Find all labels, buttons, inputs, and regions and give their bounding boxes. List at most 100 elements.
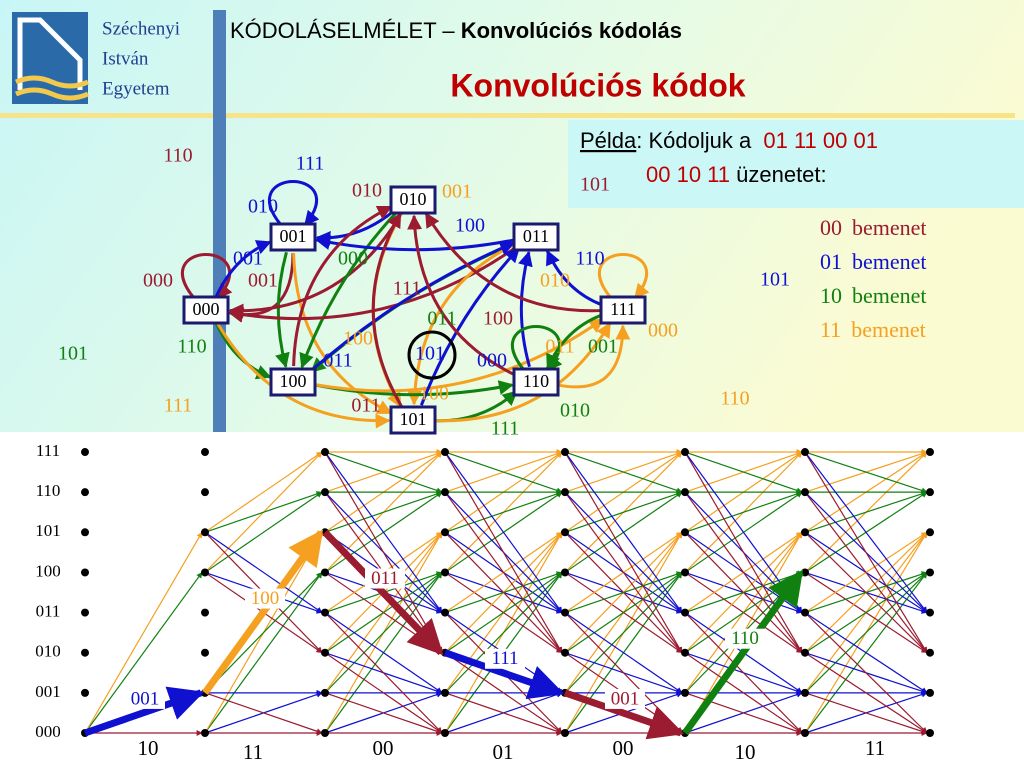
trellis-edge [684, 491, 803, 533]
edge-label: 010 [352, 180, 382, 202]
trellis-edge [804, 451, 928, 494]
trellis-edge [804, 491, 928, 654]
trellis-node [441, 608, 449, 617]
example-label: Példa [580, 128, 637, 153]
trellis-node [321, 648, 329, 657]
message: 00 10 11 [646, 162, 730, 187]
trellis-node [801, 448, 809, 457]
trellis-edge [444, 491, 563, 654]
edge-label: 001 [233, 248, 263, 270]
trellis-edge [684, 652, 803, 734]
trellis-node [801, 528, 809, 537]
trellis-node [801, 608, 809, 617]
trellis-node [561, 608, 569, 617]
edge-label: 101 [580, 174, 610, 196]
trellis-state: 000 [35, 722, 61, 741]
legend-text: bemenet [852, 215, 927, 240]
trellis-edge [804, 692, 928, 735]
trellis-edge [324, 652, 443, 734]
edge-label: 011 [323, 350, 352, 372]
trellis-node [926, 608, 934, 617]
trellis-edge [444, 451, 563, 494]
trellis-edge [204, 491, 323, 573]
edge-label: 110 [177, 336, 206, 358]
legend-code: 11 [820, 317, 841, 342]
transition [407, 214, 517, 377]
trellis-edge [564, 451, 683, 494]
example-suffix: üzenetet: [730, 162, 827, 187]
trellis-input: 00 [613, 736, 634, 760]
trellis-node [681, 608, 689, 617]
trellis-edge [804, 571, 928, 614]
trellis-node [441, 488, 449, 497]
legend-code: 10 [820, 283, 842, 308]
trellis-node [561, 568, 569, 577]
trellis-edge [804, 451, 928, 654]
background [0, 0, 1024, 432]
trellis-node [561, 729, 569, 737]
edge-label: 001 [442, 181, 472, 203]
path-edge [83, 686, 205, 737]
path-edge [202, 529, 324, 695]
legend-code: 00 [820, 215, 842, 240]
trellis-state: 110 [36, 481, 61, 500]
edge-label: 101 [58, 343, 88, 365]
highlight-circle [407, 330, 457, 380]
state-label: 001 [280, 226, 307, 246]
edge-label: 100 [483, 308, 513, 330]
transition [180, 253, 233, 300]
legend-text: bemenet [851, 317, 926, 342]
trellis-edge [324, 451, 443, 494]
trellis-edge [324, 692, 443, 735]
trellis-node [561, 528, 569, 537]
path-edge [563, 689, 685, 740]
trellis-node [201, 648, 209, 657]
trellis-node [681, 528, 689, 537]
trellis-edge [684, 612, 803, 734]
trellis-edge [444, 451, 563, 614]
transition [267, 180, 320, 227]
trellis-state: 111 [36, 441, 60, 460]
trellis-node [321, 488, 329, 497]
state-node [599, 295, 647, 325]
edge-label: 110 [163, 145, 192, 167]
transition [597, 253, 650, 300]
example-box [568, 120, 1024, 208]
transition [557, 324, 631, 389]
trellis-edge [444, 652, 563, 734]
edge-label: 010 [540, 270, 570, 292]
trellis-node [561, 448, 569, 457]
transition [275, 251, 290, 369]
legend-entry: 11 bemenet [820, 317, 926, 342]
path-edge [682, 569, 804, 736]
trellis-edge [684, 692, 803, 735]
transition [216, 322, 391, 429]
trellis-edge [804, 490, 928, 533]
edge-label: 000 [648, 320, 678, 342]
path-label-bg [365, 568, 405, 589]
trellis-node [801, 688, 809, 697]
trellis-edge [204, 531, 323, 614]
trellis-node [201, 608, 209, 617]
course: KÓDOLÁSELMÉLET – [230, 18, 461, 43]
state-node [389, 405, 437, 435]
trellis-node [441, 688, 449, 697]
path-label: 100 [251, 588, 280, 609]
transition [314, 317, 605, 393]
transition [228, 244, 519, 323]
trellis-node [926, 528, 934, 537]
trellis-node [81, 488, 89, 497]
trellis-edge [564, 451, 683, 654]
trellis-node [681, 568, 689, 577]
trellis-node [801, 729, 809, 737]
trellis-node [681, 648, 689, 657]
trellis-edge [564, 451, 683, 614]
trellis-state: 001 [35, 682, 61, 701]
trellis-node [801, 488, 809, 497]
trellis-node [681, 488, 689, 497]
trellis-state: 011 [36, 601, 61, 620]
state-node [269, 367, 317, 397]
trellis-node [81, 448, 89, 457]
trellis-node [81, 568, 89, 577]
trellis-node [441, 568, 449, 577]
